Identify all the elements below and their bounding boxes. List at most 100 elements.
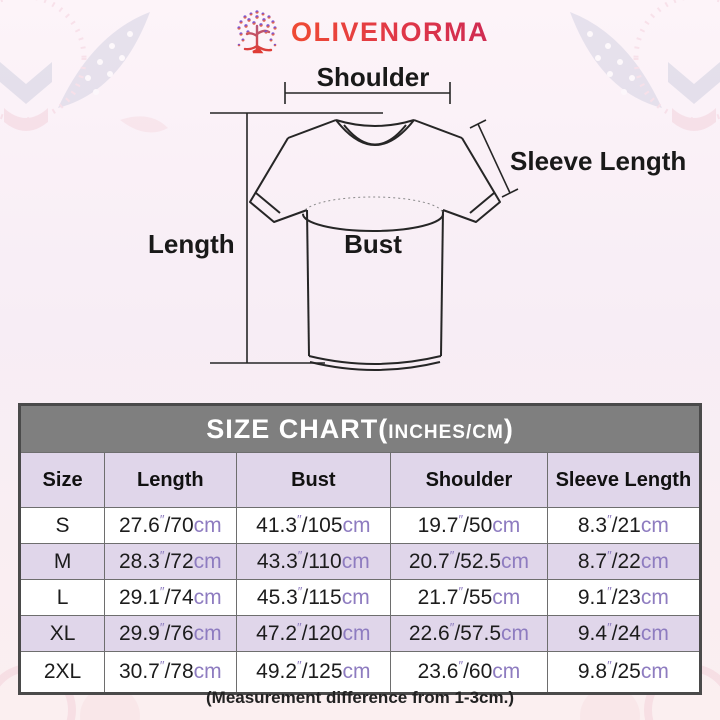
inch-mark: ″ <box>458 583 464 599</box>
inch-value: 9.1 <box>577 585 608 609</box>
measurement-cell: 49.2″/125cm <box>235 651 392 694</box>
measurement-cell: 9.4″/24cm <box>546 615 702 652</box>
cm-value: /24 <box>611 621 641 645</box>
inch-value: 8.7 <box>577 549 608 573</box>
cm-value: /25 <box>611 660 641 683</box>
brand-name: OLIVENORMA <box>290 16 489 47</box>
cm-value: /57.5 <box>454 621 502 645</box>
tshirt-diagram <box>210 82 519 371</box>
column-header-row: Size Length Bust Shoulder Sleeve Length <box>18 452 702 508</box>
cm-unit: cm <box>342 513 371 537</box>
inch-value: 30.7 <box>118 660 160 683</box>
cm-value: /74 <box>164 585 194 609</box>
inch-mark: ″ <box>297 619 302 635</box>
cm-unit: cm <box>501 621 530 645</box>
inch-value: 29.9 <box>118 621 160 645</box>
measurement-cell: 20.7″/52.5cm <box>390 543 548 580</box>
measurement-cell: 22.6″/57.5cm <box>390 615 548 652</box>
table-row: M 28.3″/72cm 43.3″/110cm 20.7″/52.5cm 8.7″/2… <box>18 543 702 580</box>
inch-value: 23.6 <box>417 660 459 683</box>
measurement-cell: 45.3″/115cm <box>235 579 392 616</box>
measurement-cell: 9.8″/25cm <box>546 651 702 694</box>
size-cell: L <box>18 579 106 616</box>
cm-value: /55 <box>463 585 493 609</box>
size-chart-title: SIZE CHART(INCHES/CM) <box>19 404 701 453</box>
cm-value: /50 <box>463 513 493 537</box>
measurement-cell: 30.7″/78cm <box>104 651 237 694</box>
size-cell: M <box>18 543 106 580</box>
title-close: ) <box>503 413 514 444</box>
measurement-cell: 21.7″/55cm <box>390 579 548 616</box>
size-cell: XL <box>18 615 106 652</box>
inch-mark: ″ <box>607 658 612 673</box>
cm-unit: cm <box>492 660 521 683</box>
cm-unit: cm <box>342 660 371 683</box>
cm-value: /21 <box>611 513 641 537</box>
measurement-cell: 23.6″/60cm <box>390 651 548 694</box>
cm-value: /76 <box>164 621 194 645</box>
cm-unit: cm <box>342 621 371 645</box>
inch-mark: ″ <box>607 619 612 635</box>
cm-unit: cm <box>640 513 669 537</box>
cm-unit: cm <box>640 621 669 645</box>
column-header-sleeve-length: Sleeve Length <box>546 452 702 508</box>
length-label: Length <box>148 229 235 259</box>
measurement-cell: 41.3″/105cm <box>235 507 392 544</box>
column-header-bust: Bust <box>235 452 392 508</box>
inch-value: 29.1 <box>118 585 160 609</box>
measurement-cell: 47.2″/120cm <box>235 615 392 652</box>
cm-value: /105 <box>301 513 343 537</box>
inch-mark: ″ <box>458 658 464 673</box>
inch-mark: ″ <box>159 583 165 599</box>
shoulder-label: Shoulder <box>316 62 430 92</box>
inch-mark: ″ <box>297 547 303 563</box>
inch-mark: ″ <box>607 547 612 563</box>
measurement-cell: 8.3″/21cm <box>546 507 702 544</box>
inch-mark: ″ <box>297 583 303 599</box>
cm-unit: cm <box>193 621 222 645</box>
measurement-cell: 9.1″/23cm <box>546 579 702 616</box>
table-row: S 27.6″/70cm 41.3″/105cm 19.7″/50cm 8.3″/21c… <box>18 507 702 544</box>
sleeve-length-label: Sleeve Length <box>510 146 687 176</box>
cm-unit: cm <box>640 549 669 573</box>
inch-value: 41.3 <box>256 513 298 537</box>
title-main: SIZE CHART( <box>206 413 389 444</box>
measurement-cell: 29.9″/76cm <box>104 615 237 652</box>
table-row: XL 29.9″/76cm 47.2″/120cm 22.6″/57.5cm 9.4″/… <box>18 615 702 652</box>
brand-logo: OLIVENORMA <box>0 6 720 58</box>
inch-value: 9.4 <box>577 621 608 645</box>
measurement-cell: 29.1″/74cm <box>104 579 237 616</box>
inch-value: 8.3 <box>577 513 608 537</box>
tree-icon <box>237 10 277 54</box>
inch-value: 43.3 <box>256 549 298 573</box>
inch-value: 27.6 <box>118 513 160 537</box>
cm-value: /120 <box>301 621 343 645</box>
cm-unit: cm <box>640 660 669 683</box>
cm-unit: cm <box>640 585 669 609</box>
cm-value: /78 <box>164 660 194 683</box>
cm-unit: cm <box>193 660 222 683</box>
inch-value: 21.7 <box>417 585 459 609</box>
column-header-length: Length <box>104 452 237 508</box>
cm-value: /110 <box>302 549 342 573</box>
cm-unit: cm <box>193 549 222 573</box>
measurement-cell: 19.7″/50cm <box>390 507 548 544</box>
cm-unit: cm <box>501 549 530 573</box>
inch-mark: ″ <box>159 658 165 673</box>
measurement-cell: 43.3″/110cm <box>235 543 392 580</box>
cm-value: /72 <box>164 549 194 573</box>
bust-label: Bust <box>344 229 402 259</box>
cm-value: /52.5 <box>454 549 502 573</box>
inch-value: 45.3 <box>256 585 298 609</box>
cm-value: /70 <box>164 513 194 537</box>
table-row: L 29.1″/74cm 45.3″/115cm 21.7″/55cm 9.1″/23c… <box>18 579 702 616</box>
inch-value: 20.7 <box>408 549 450 573</box>
cm-unit: cm <box>341 585 370 609</box>
table-row: 2XL 30.7″/78cm 49.2″/125cm 23.6″/60cm 9.8″/2… <box>18 651 702 694</box>
inch-value: 22.6 <box>408 621 450 645</box>
cm-value: /125 <box>301 660 343 683</box>
inch-mark: ″ <box>449 619 455 635</box>
cm-unit: cm <box>341 549 370 573</box>
inch-value: 28.3 <box>118 549 160 573</box>
